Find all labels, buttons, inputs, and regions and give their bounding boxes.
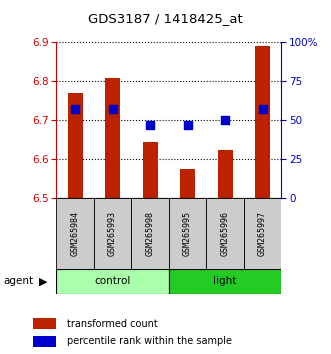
Bar — [180, 169, 195, 198]
Point — [260, 107, 265, 112]
Point — [72, 107, 78, 112]
Text: GSM265984: GSM265984 — [71, 211, 79, 256]
Bar — [143, 142, 158, 198]
Text: GSM265993: GSM265993 — [108, 211, 117, 256]
Bar — [169, 198, 206, 269]
Text: GSM265995: GSM265995 — [183, 211, 192, 256]
Bar — [56, 269, 169, 294]
Bar — [131, 198, 169, 269]
Point — [222, 118, 228, 123]
Bar — [68, 93, 82, 198]
Text: control: control — [94, 276, 131, 286]
Bar — [56, 198, 94, 269]
Bar — [33, 336, 56, 347]
Text: transformed count: transformed count — [67, 319, 158, 329]
Bar — [255, 46, 270, 198]
Bar — [94, 198, 131, 269]
Text: light: light — [213, 276, 237, 286]
Text: GDS3187 / 1418425_at: GDS3187 / 1418425_at — [88, 12, 243, 25]
Text: GSM265997: GSM265997 — [258, 211, 267, 256]
Text: GSM265996: GSM265996 — [220, 211, 230, 256]
Bar — [33, 318, 56, 329]
Text: GSM265998: GSM265998 — [146, 211, 155, 256]
Bar — [217, 149, 233, 198]
Bar — [206, 198, 244, 269]
Point — [147, 122, 153, 128]
Text: percentile rank within the sample: percentile rank within the sample — [67, 336, 232, 346]
Text: ▶: ▶ — [39, 276, 47, 286]
Point — [185, 122, 190, 128]
Point — [110, 107, 115, 112]
Bar — [244, 198, 281, 269]
Bar — [169, 269, 281, 294]
Text: agent: agent — [3, 276, 33, 286]
Bar — [105, 78, 120, 198]
